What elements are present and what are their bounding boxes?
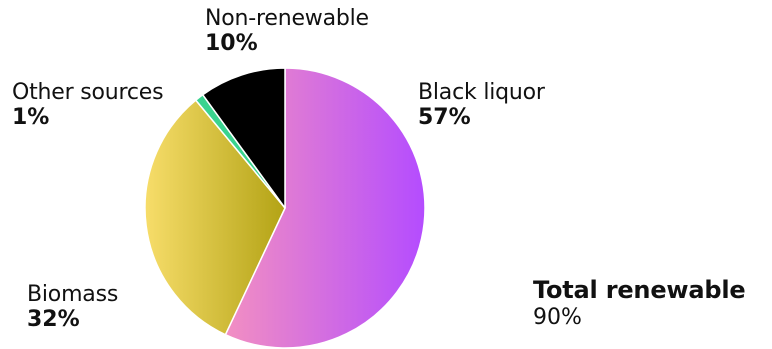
slice-label-other-sources: Other sources	[12, 80, 164, 105]
label-non-renewable: Non-renewable 10%	[205, 6, 369, 57]
pie-slice-non-renewable	[201, 67, 286, 209]
pie-slices	[144, 67, 426, 349]
slice-label-black-liquor: Black liquor	[418, 80, 545, 105]
total-renewable-value: 90%	[533, 304, 582, 330]
pie-slice-black-liquor	[224, 67, 426, 349]
slice-value-black-liquor: 57%	[418, 105, 471, 131]
total-renewable-label: Total renewable	[533, 276, 746, 304]
slice-value-biomass: 32%	[27, 307, 80, 333]
slice-value-other-sources: 1%	[12, 105, 50, 131]
pie-slice-biomass	[144, 99, 286, 336]
slice-label-non-renewable: Non-renewable	[205, 6, 369, 31]
label-biomass: Biomass 32%	[27, 282, 118, 333]
label-black-liquor: Black liquor 57%	[418, 80, 545, 131]
slice-label-biomass: Biomass	[27, 282, 119, 307]
label-other-sources: Other sources 1%	[12, 80, 164, 131]
total-renewable-summary: Total renewable 90%	[533, 276, 746, 330]
slice-value-non-renewable: 10%	[205, 31, 258, 57]
